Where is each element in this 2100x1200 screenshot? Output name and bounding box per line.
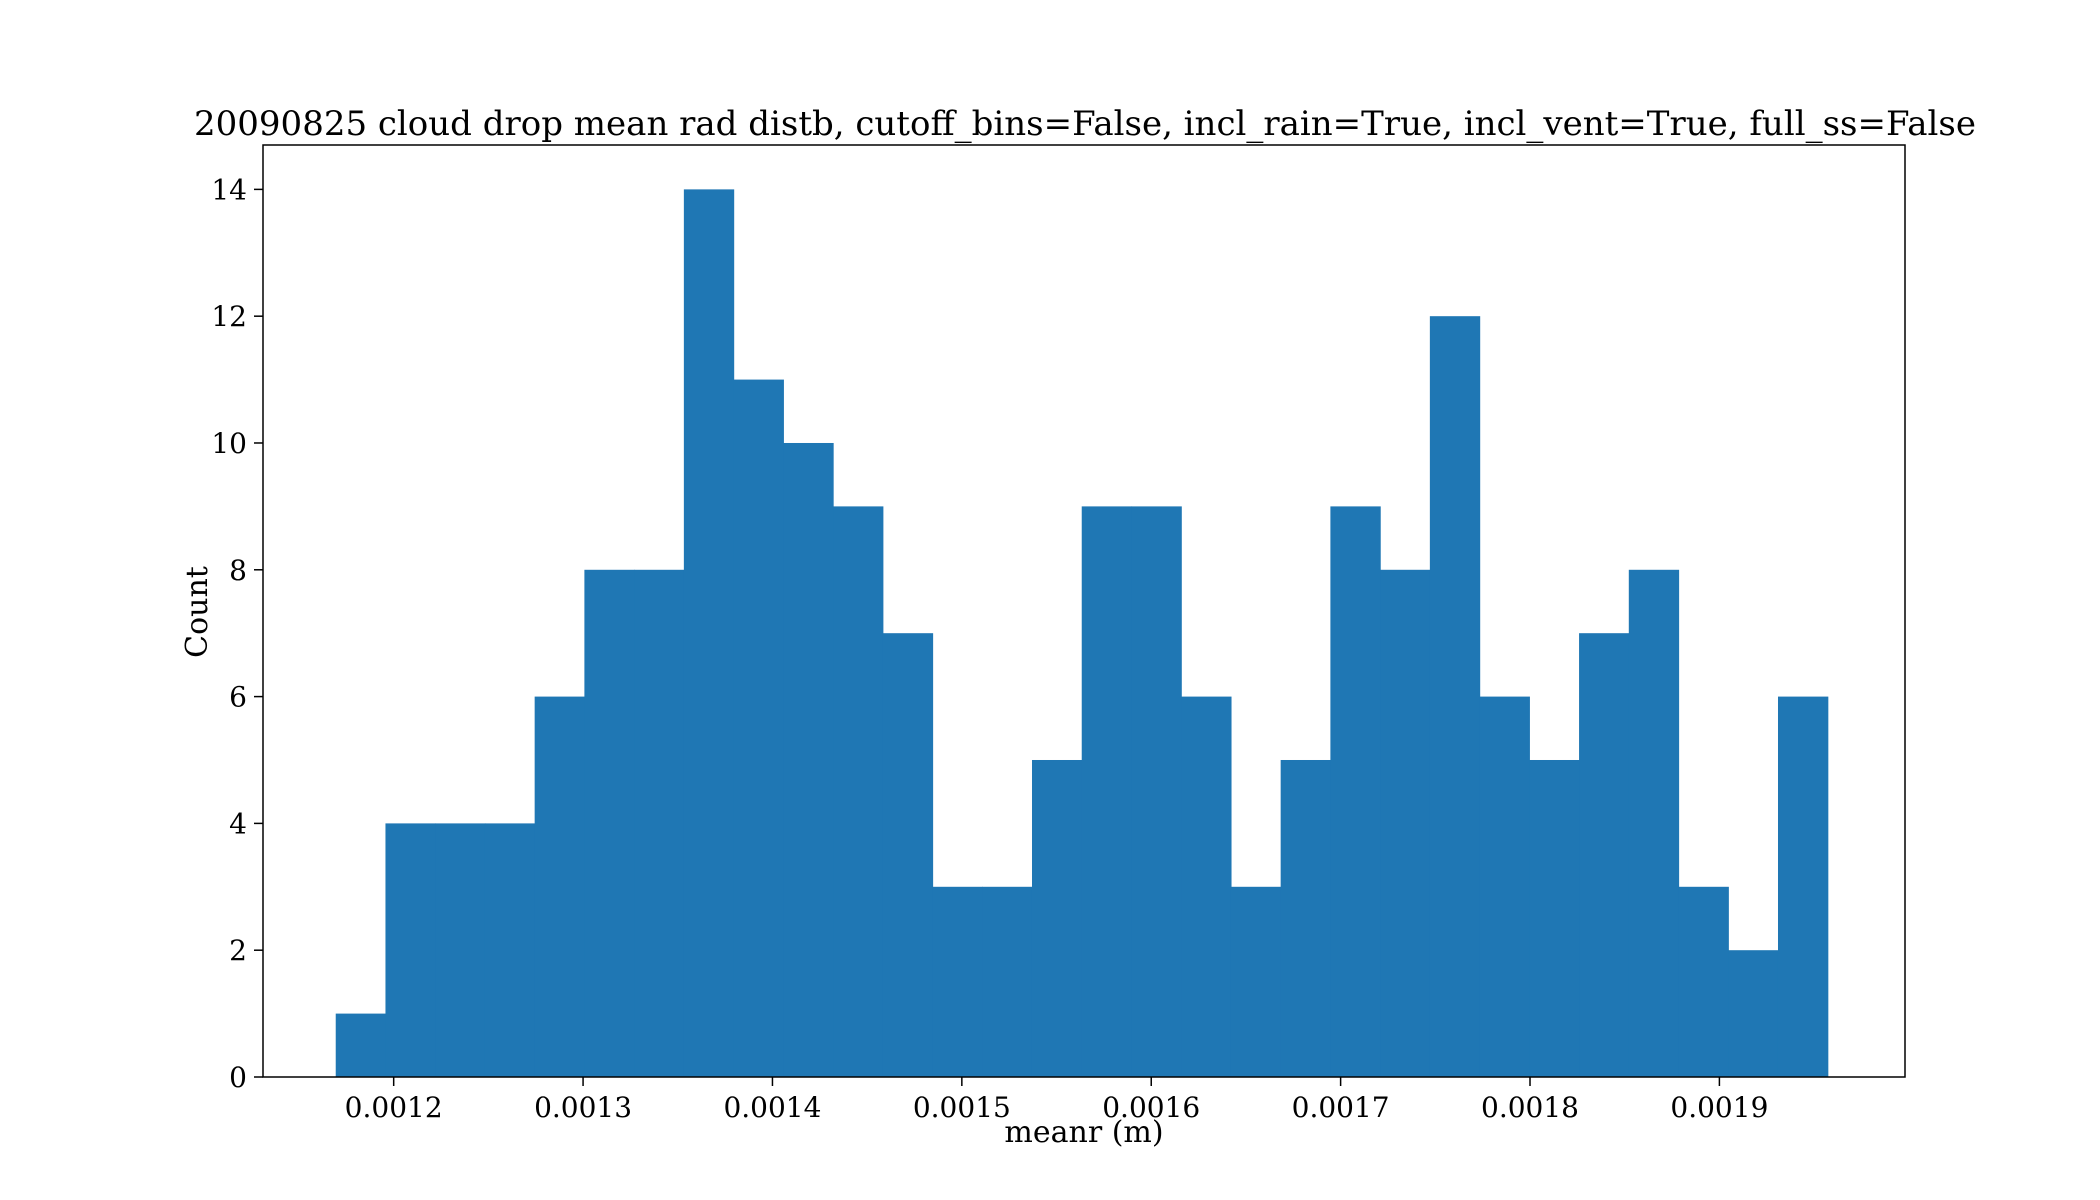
x-axis-label: meanr (m) — [1004, 1115, 1163, 1150]
histogram-bar — [1230, 886, 1282, 1077]
plot-area-frame — [262, 144, 1906, 1078]
y-tick-label: 14 — [211, 173, 247, 206]
x-tick-label: 0.0019 — [1670, 1091, 1768, 1124]
histogram-bar — [783, 442, 834, 1077]
histogram-bar — [882, 633, 934, 1077]
y-axis-ticks: 0 2 4 6 8 10 12 14 — [211, 173, 263, 1094]
y-tick-label: 6 — [229, 681, 247, 714]
x-tick-label: 0.0018 — [1481, 1091, 1579, 1124]
histogram-bar — [1529, 759, 1580, 1077]
histogram-bar — [982, 886, 1033, 1077]
y-axis-label: Count — [180, 566, 215, 658]
histogram-bar — [1181, 696, 1232, 1077]
histogram-bar — [1628, 569, 1680, 1077]
x-tick-label: 0.0014 — [723, 1091, 821, 1124]
histogram-bar — [1678, 886, 1729, 1077]
x-tick-label: 0.0013 — [534, 1091, 632, 1124]
y-tick-label: 2 — [229, 934, 247, 967]
histogram-bar — [733, 379, 784, 1077]
x-axis-ticks: 0.0012 0.0013 0.0014 0.0015 0.0016 0.0017 0.00… — [345, 1077, 1768, 1124]
histogram-bar — [335, 1013, 387, 1077]
y-tick-label: 4 — [229, 807, 247, 840]
y-tick-label: 10 — [211, 427, 247, 460]
x-tick-label: 0.0012 — [345, 1091, 443, 1124]
histogram-bar — [683, 189, 735, 1077]
histogram-bar — [1081, 506, 1133, 1077]
histogram-bar — [1031, 759, 1083, 1077]
histogram-bar — [1429, 316, 1481, 1077]
x-tick-label: 0.0017 — [1292, 1091, 1390, 1124]
y-tick-label: 0 — [229, 1061, 247, 1094]
histogram-bar — [385, 823, 436, 1077]
x-tick-label: 0.0015 — [913, 1091, 1011, 1124]
histogram-bar — [1330, 506, 1381, 1077]
histogram-bar — [435, 823, 486, 1077]
histogram-bar — [1777, 696, 1829, 1077]
histogram-bar — [584, 569, 635, 1077]
histogram-bar — [634, 569, 685, 1077]
histogram-bar — [932, 886, 983, 1077]
y-tick-label: 8 — [229, 554, 247, 587]
x-tick-label: 0.0016 — [1102, 1091, 1200, 1124]
histogram-bar — [833, 506, 884, 1077]
histogram-bar — [1131, 506, 1182, 1077]
y-tick-label: 12 — [211, 300, 247, 333]
histogram-bar — [1280, 759, 1331, 1077]
histogram-bar — [484, 823, 536, 1077]
histogram-bar — [1380, 569, 1431, 1077]
histogram-bar — [1479, 696, 1530, 1077]
histogram-bar — [1728, 950, 1779, 1077]
histogram-bar — [1579, 633, 1630, 1077]
histogram-bars — [335, 189, 1829, 1077]
chart-title: 20090825 cloud drop mean rad distb, cuto… — [194, 104, 1976, 144]
histogram-bar — [534, 696, 585, 1077]
